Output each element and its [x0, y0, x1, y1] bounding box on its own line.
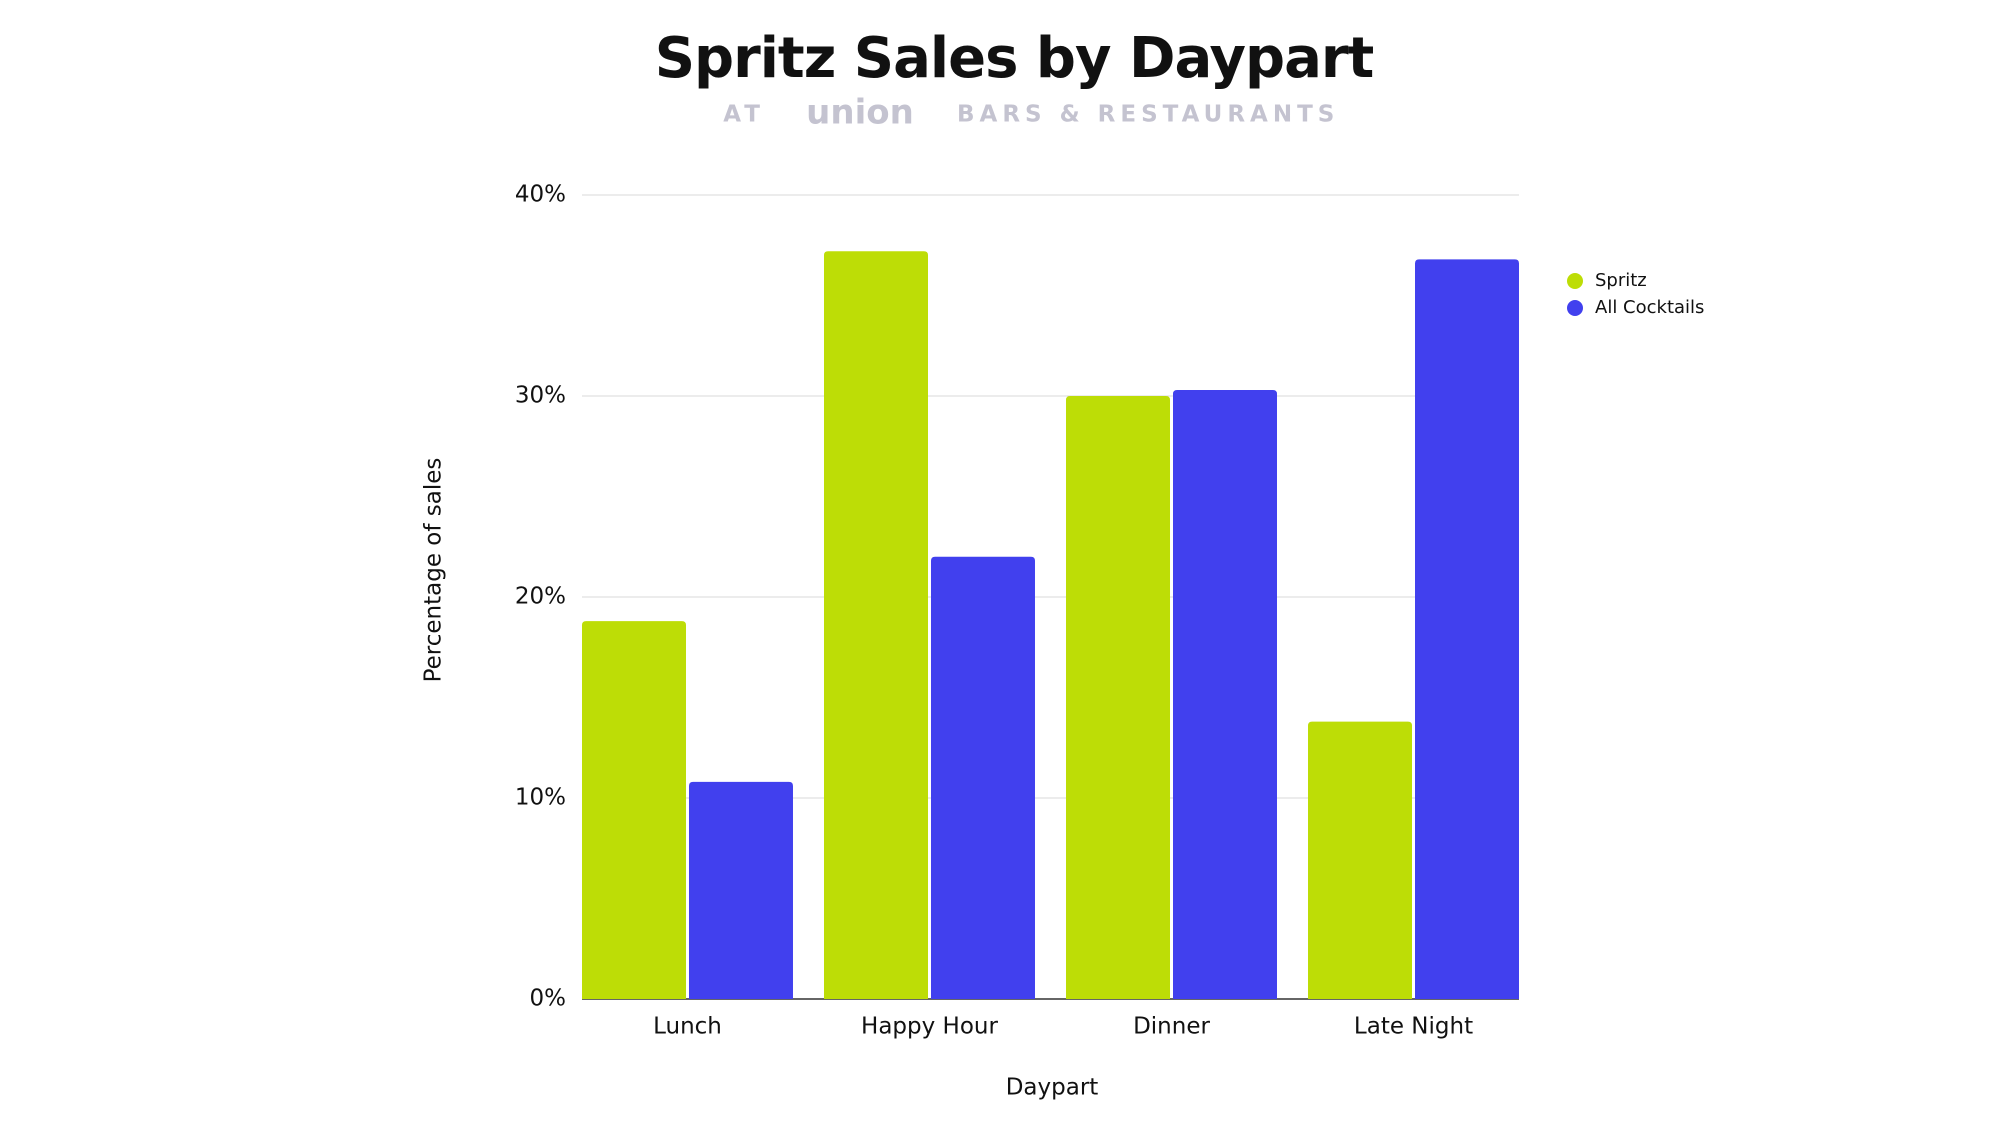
bar [1415, 259, 1519, 999]
subtitle: BARS & RESTAURANTS [957, 102, 1339, 128]
y-tick-label: 10% [515, 785, 566, 811]
bar [1308, 721, 1413, 999]
bar [688, 781, 793, 999]
legend-label: Spritz [1595, 270, 1647, 291]
x-tick-label: Late Night [1354, 1014, 1473, 1040]
x-tick-label: Happy Hour [861, 1014, 998, 1040]
legend-label: All Cocktails [1595, 297, 1704, 318]
bar [824, 251, 928, 999]
bar [1066, 396, 1171, 999]
y-tick-label: 20% [515, 584, 566, 610]
legend-marker [1567, 300, 1583, 316]
subtitle-logo: union [806, 93, 914, 133]
bar [582, 621, 686, 999]
subtitle: AT [723, 102, 765, 128]
x-tick-label: Dinner [1133, 1014, 1210, 1040]
x-tick-label: Lunch [653, 1014, 722, 1040]
x-axis-label: Daypart [1006, 1075, 1099, 1101]
y-axis-label: Percentage of sales [421, 458, 447, 683]
bar [930, 556, 1035, 999]
legend-marker [1567, 273, 1583, 289]
y-tick-label: 40% [515, 182, 566, 208]
y-tick-label: 0% [530, 986, 567, 1012]
y-tick-label: 30% [515, 383, 566, 409]
chart-title: Spritz Sales by Daypart [655, 26, 1374, 91]
bar [1173, 389, 1277, 1000]
